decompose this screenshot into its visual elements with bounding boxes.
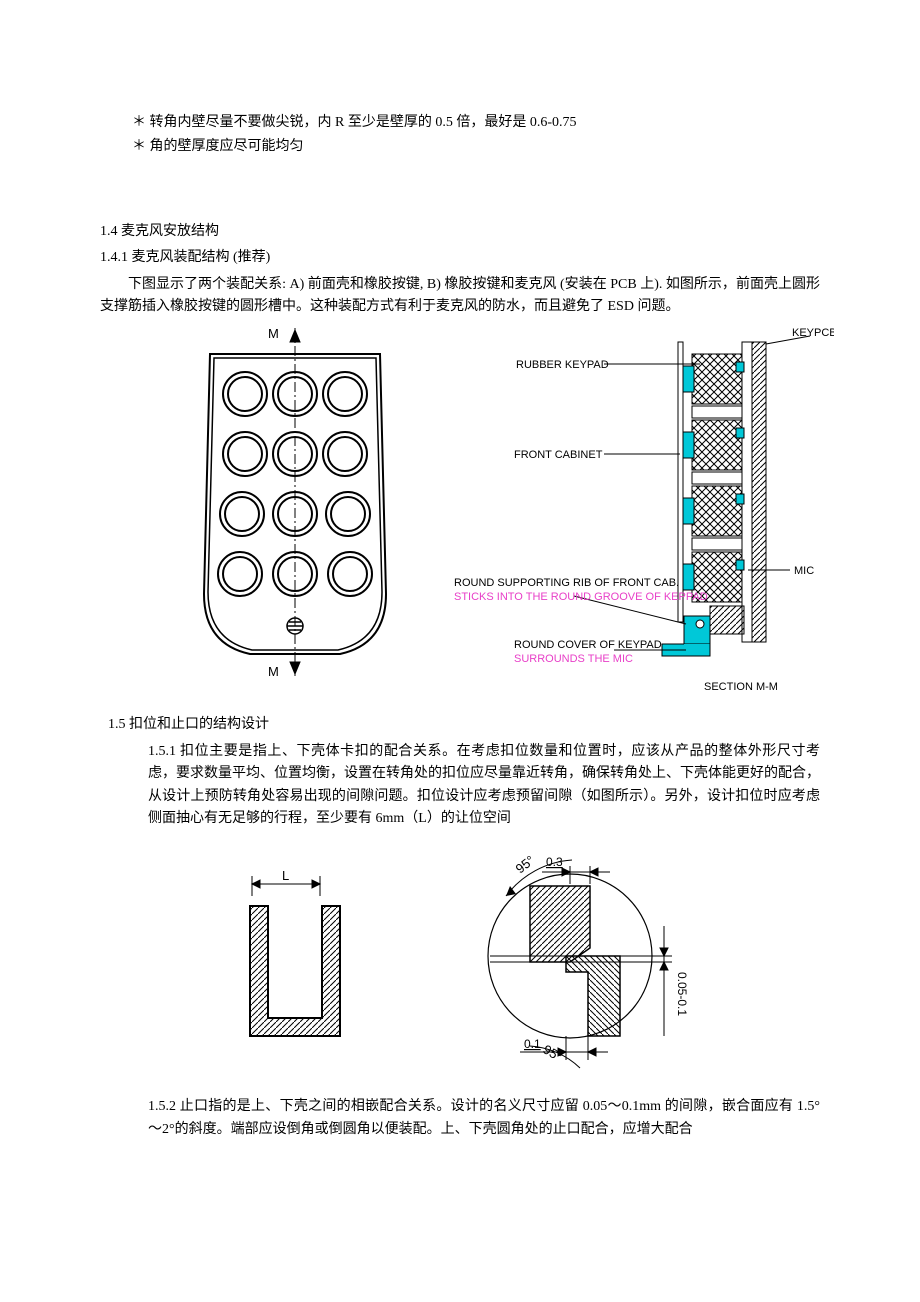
dim-angle-1: 95° <box>513 853 538 877</box>
label-cover2: SURROUNDS THE MIC <box>514 653 633 665</box>
dim-005: 0.05-0.1 <box>675 972 689 1016</box>
para-1-4-1: 下图显示了两个装配关系: A) 前面壳和橡胶按键, B) 橡胶按键和麦克风 (安… <box>100 274 820 319</box>
dim-L: L <box>282 868 289 883</box>
label-mic: MIC <box>794 565 814 577</box>
dim-03: 0.3 <box>546 855 563 869</box>
label-rib2: STICKS INTO THE ROUND GROOVE OF KEPPAD <box>454 591 708 603</box>
label-cover1: ROUND COVER OF KEYPAD <box>514 639 662 651</box>
label-m-top: M <box>268 326 279 341</box>
label-front: FRONT CABINET <box>514 449 603 461</box>
keypad-front-svg: M M <box>150 324 430 684</box>
para-1-5-1: 1.5.1 扣位主要是指上、下壳体卡扣的配合关系。在考虑扣位数量和位置时，应该从… <box>148 741 820 831</box>
snap-right-svg: 95° 95° 0.3 0.1 0.05-0.1 <box>410 836 710 1076</box>
para-1-5-2: 1.5.2 止口指的是上、下壳之间的相嵌配合关系。设计的名义尺寸应留 0.05～… <box>148 1096 820 1141</box>
label-rubber: RUBBER KEYPAD <box>516 359 609 371</box>
label-rib1: ROUND SUPPORTING RIB OF FRONT CAB. <box>454 577 679 589</box>
label-section: SECTION M-M <box>704 681 778 693</box>
heading-1-4-1: 1.4.1 麦克风装配结构 (推荐) <box>100 247 820 269</box>
figure-snap-detail: L 95° 95° <box>100 836 820 1076</box>
section-mm-svg: KEYPCB RUBBER KEYPAD FRONT CABINET MIC R… <box>454 324 834 704</box>
dim-01: 0.1 <box>524 1037 541 1051</box>
figure-mic-assembly: M M <box>150 324 820 704</box>
snap-left-svg: L <box>210 836 370 1056</box>
label-m-bot: M <box>268 664 279 679</box>
heading-1-5: 1.5 扣位和止口的结构设计 <box>108 714 820 736</box>
label-keypcb: KEYPCB <box>792 327 834 339</box>
heading-1-4: 1.4 麦克风安放结构 <box>100 221 820 243</box>
bullet-1: ＊ 转角内壁尽量不要做尖锐，内 R 至少是壁厚的 0.5 倍，最好是 0.6-0… <box>132 112 820 134</box>
bullet-2: ＊ 角的壁厚度应尽可能均匀 <box>132 136 820 158</box>
